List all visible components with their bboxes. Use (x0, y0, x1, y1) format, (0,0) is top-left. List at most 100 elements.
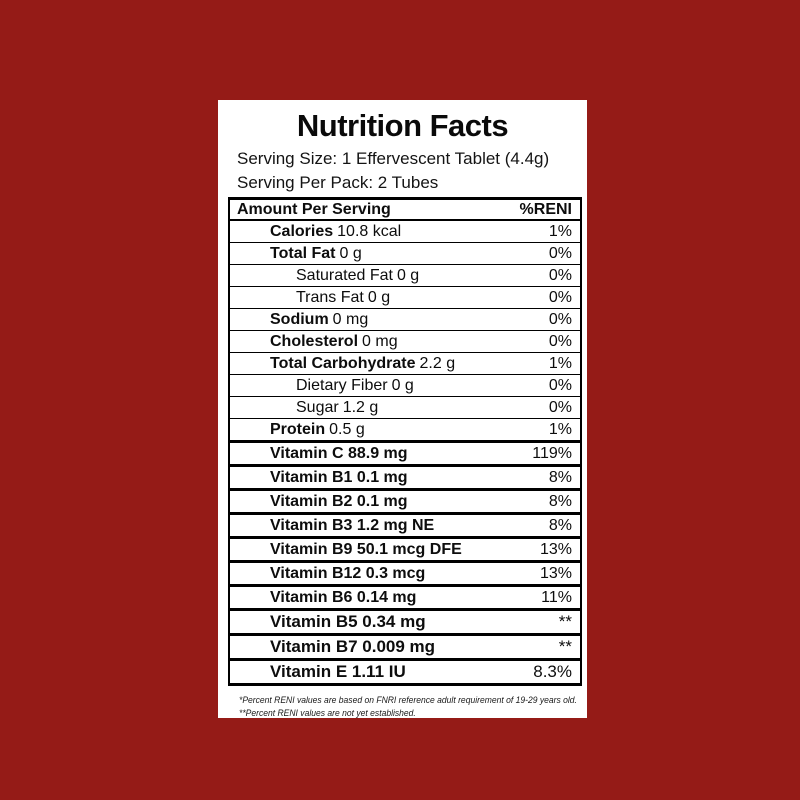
sugar-name: Sugar (296, 398, 339, 416)
cholesterol-amount: 0 mg (362, 332, 398, 350)
calories-amount: 10.8 kcal (337, 222, 402, 240)
vitamin-b7-label: Vitamin B7 0.009 mg (230, 637, 435, 657)
amount-per-serving-header: Amount Per Serving (237, 200, 391, 218)
footnote-not-established: **Percent RENI values are not yet establ… (239, 707, 416, 718)
total-carbohydrate-amount: 2.2 g (419, 354, 456, 372)
vitamin-b2-percent-reni: 8% (548, 492, 572, 510)
vitamin-b1-label: Vitamin B1 0.1 mg (230, 469, 408, 487)
nutrient-row-protein: Protein 0.5 g 1% (230, 419, 580, 443)
footnote-reni-basis: *Percent RENI values are based on FNRI r… (239, 695, 577, 705)
saturated-fat-amount: 0 g (396, 266, 420, 284)
sodium-name: Sodium (270, 310, 329, 328)
vitamin-b1-percent-reni: 8% (548, 468, 572, 486)
saturated-fat-label: Saturated Fat 0 g (230, 267, 419, 285)
nutrient-row-vitamin-b1: Vitamin B1 0.1 mg 8% (230, 467, 580, 491)
nutrient-rows: Calories 10.8 kcal 1% Total Fat 0 g 0% Saturat… (230, 221, 580, 683)
cholesterol-label: Cholesterol 0 mg (230, 333, 398, 351)
dietary-fiber-label: Dietary Fiber 0 g (230, 377, 414, 395)
sodium-percent-reni: 0% (548, 310, 572, 328)
vitamin-b5-name: Vitamin B5 0.34 mg (270, 612, 426, 631)
nutrient-row-vitamin-b2: Vitamin B2 0.1 mg 8% (230, 491, 580, 515)
calories-percent-reni: 1% (548, 222, 572, 240)
total-carbohydrate-name: Total Carbohydrate (270, 354, 416, 372)
sodium-amount: 0 mg (332, 310, 369, 328)
vitamin-b1-name: Vitamin B1 0.1 mg (270, 468, 408, 486)
nutrient-row-sodium: Sodium 0 mg 0% (230, 309, 580, 331)
nutrient-row-cholesterol: Cholesterol 0 mg 0% (230, 331, 580, 353)
nutrition-facts-label: Nutrition Facts Serving Size: 1 Efferves… (218, 100, 587, 718)
vitamin-b6-label: Vitamin B6 0.14 mg (230, 589, 416, 607)
vitamin-c-name: Vitamin C 88.9 mg (270, 444, 408, 462)
nutrient-row-calories: Calories 10.8 kcal 1% (230, 221, 580, 243)
nutrient-row-vitamin-b7: Vitamin B7 0.009 mg ** (230, 636, 580, 661)
serving-size-line: Serving Size: 1 Effervescent Tablet (4.4… (237, 149, 550, 168)
total-carbohydrate-label: Total Carbohydrate 2.2 g (230, 355, 455, 373)
nutrient-row-saturated-fat: Saturated Fat 0 g 0% (230, 265, 580, 287)
trans-fat-percent-reni: 0% (548, 288, 572, 306)
nutrient-row-vitamin-b9: Vitamin B9 50.1 mcg DFE 13% (230, 539, 580, 563)
vitamin-b12-percent-reni: 13% (539, 564, 572, 582)
vitamin-e-label: Vitamin E 1.11 IU (230, 662, 406, 682)
trans-fat-label: Trans Fat 0 g (230, 289, 390, 307)
total-fat-label: Total Fat 0 g (230, 245, 362, 263)
saturated-fat-name: Saturated Fat (296, 266, 393, 284)
vitamin-b3-name: Vitamin B3 1.2 mg NE (270, 516, 435, 534)
nutrient-row-vitamin-b6: Vitamin B6 0.14 mg 11% (230, 587, 580, 611)
vitamin-b2-name: Vitamin B2 0.1 mg (270, 492, 408, 510)
nutrient-row-vitamin-b12: Vitamin B12 0.3 mcg 13% (230, 563, 580, 587)
percent-reni-header: %RENI (519, 200, 572, 218)
vitamin-c-percent-reni: 119% (532, 444, 572, 462)
vitamin-b6-percent-reni: 11% (541, 588, 572, 606)
nutrient-row-vitamin-b3: Vitamin B3 1.2 mg NE 8% (230, 515, 580, 539)
vitamin-b5-label: Vitamin B5 0.34 mg (230, 612, 426, 632)
label-title: Nutrition Facts (296, 108, 509, 143)
vitamin-b12-name: Vitamin B12 0.3 mcg (270, 564, 426, 582)
saturated-fat-percent-reni: 0% (548, 266, 572, 284)
vitamin-e-name: Vitamin E 1.11 IU (270, 662, 406, 681)
nutrient-row-sugar: Sugar 1.2 g 0% (230, 397, 580, 419)
table-header-row: Amount Per Serving %RENI (230, 200, 580, 221)
vitamin-b2-label: Vitamin B2 0.1 mg (230, 493, 408, 511)
dietary-fiber-amount: 0 g (391, 376, 414, 394)
protein-name: Protein (270, 420, 326, 438)
total-fat-amount: 0 g (339, 244, 362, 262)
nutrient-row-vitamin-b5: Vitamin B5 0.34 mg ** (230, 611, 580, 636)
vitamin-b12-label: Vitamin B12 0.3 mcg (230, 565, 425, 583)
sodium-label: Sodium 0 mg (230, 311, 368, 329)
protein-percent-reni: 1% (548, 420, 572, 438)
sugar-label: Sugar 1.2 g (230, 399, 378, 417)
nutrition-table: Amount Per Serving %RENI Calories 10.8 kc… (228, 197, 582, 686)
nutrient-row-total-carbohydrate: Total Carbohydrate 2.2 g 1% (230, 353, 580, 375)
total-fat-percent-reni: 0% (548, 244, 572, 262)
vitamin-b9-label: Vitamin B9 50.1 mcg DFE (230, 541, 462, 559)
trans-fat-name: Trans Fat (296, 288, 364, 306)
vitamin-b3-percent-reni: 8% (548, 516, 572, 534)
vitamin-b7-name: Vitamin B7 0.009 mg (270, 637, 436, 656)
cholesterol-name: Cholesterol (270, 332, 359, 350)
footnotes: *Percent RENI values are based on FNRI r… (239, 694, 577, 718)
nutrient-row-trans-fat: Trans Fat 0 g 0% (230, 287, 580, 309)
vitamin-b3-label: Vitamin B3 1.2 mg NE (230, 517, 434, 535)
protein-label: Protein 0.5 g (230, 421, 365, 439)
vitamin-b9-name: Vitamin B9 50.1 mcg DFE (270, 540, 462, 558)
serving-per-pack-line: Serving Per Pack: 2 Tubes (237, 173, 439, 192)
total-fat-name: Total Fat (270, 244, 336, 262)
nutrient-row-total-fat: Total Fat 0 g 0% (230, 243, 580, 265)
dietary-fiber-name: Dietary Fiber (296, 376, 388, 394)
calories-label: Calories 10.8 kcal (230, 223, 401, 241)
sugar-amount: 1.2 g (342, 398, 379, 416)
vitamin-c-label: Vitamin C 88.9 mg (230, 445, 408, 463)
vitamin-e-percent-reni: 8.3% (533, 662, 572, 681)
total-carbohydrate-percent-reni: 1% (548, 354, 572, 372)
vitamin-b7-percent-reni: ** (558, 637, 572, 656)
vitamin-b5-percent-reni: ** (558, 612, 572, 631)
cholesterol-percent-reni: 0% (548, 332, 572, 350)
vitamin-b6-name: Vitamin B6 0.14 mg (270, 588, 417, 606)
dietary-fiber-percent-reni: 0% (548, 376, 572, 394)
nutrient-row-vitamin-c: Vitamin C 88.9 mg 119% (230, 443, 580, 467)
trans-fat-amount: 0 g (367, 288, 391, 306)
calories-name: Calories (270, 222, 334, 240)
nutrient-row-dietary-fiber: Dietary Fiber 0 g 0% (230, 375, 580, 397)
protein-amount: 0.5 g (329, 420, 365, 438)
